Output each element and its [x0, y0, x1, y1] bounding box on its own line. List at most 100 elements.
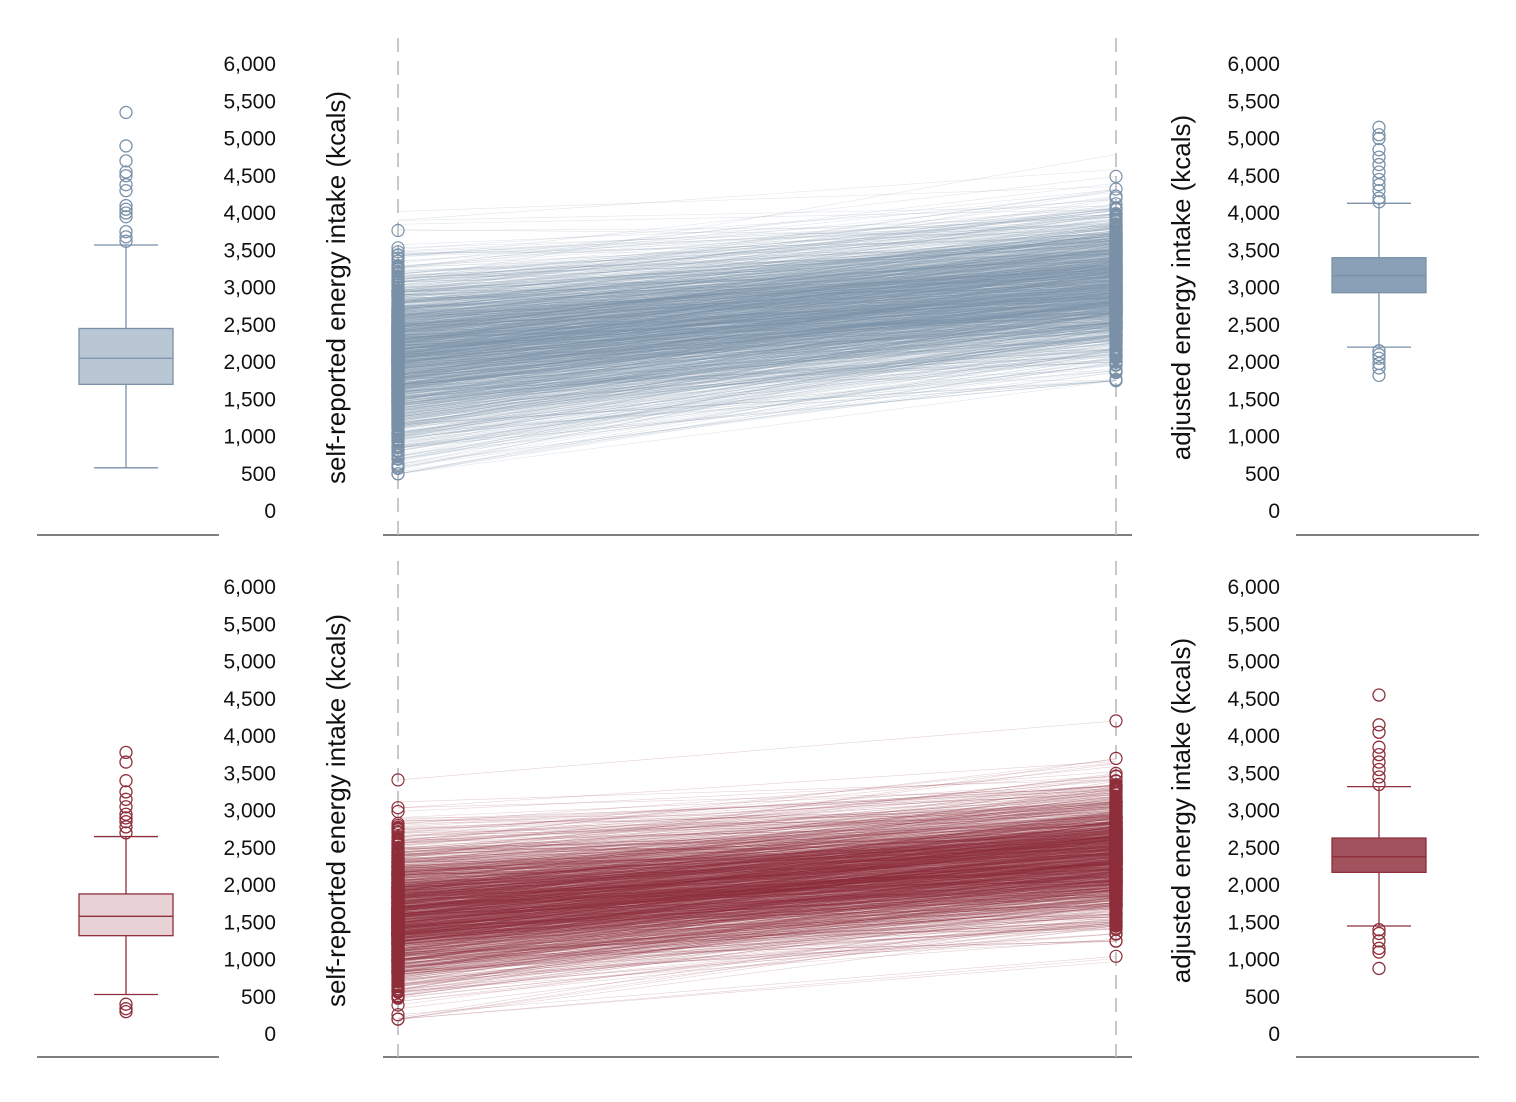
slope-line — [397, 303, 1117, 324]
slope-line — [397, 303, 1117, 419]
left-y-tick-label: 4,500 — [223, 688, 276, 711]
slope-line — [397, 326, 1117, 469]
slope-line — [397, 253, 1117, 323]
slope-line — [397, 268, 1117, 364]
slope-line — [397, 301, 1117, 379]
slope-line — [397, 280, 1117, 330]
slope-line — [397, 289, 1117, 362]
slope-line — [397, 276, 1117, 302]
slope-line — [397, 275, 1117, 345]
slope-line — [397, 286, 1117, 392]
slope-line — [397, 265, 1117, 337]
slope-line — [397, 282, 1117, 321]
slope-line — [397, 323, 1117, 410]
slope-line — [397, 292, 1117, 359]
slope-line — [397, 283, 1117, 392]
slope-line — [397, 250, 1117, 348]
slope-line — [397, 209, 1117, 328]
slope-line — [397, 243, 1117, 355]
slope-line — [397, 302, 1117, 368]
slope-line — [397, 213, 1117, 323]
slope-line — [397, 344, 1117, 448]
slope-line — [397, 244, 1117, 336]
outlier-marker — [1372, 120, 1386, 134]
slope-line — [397, 261, 1117, 364]
slope-line — [397, 281, 1117, 329]
slope-line — [397, 323, 1117, 366]
slope-line — [397, 349, 1117, 398]
slope-line — [397, 321, 1117, 403]
slope-line — [397, 322, 1117, 372]
slope-line — [397, 362, 1117, 439]
slope-line — [397, 251, 1117, 343]
slope-line — [397, 279, 1117, 361]
slope-line — [397, 257, 1117, 321]
slope-line — [397, 276, 1117, 295]
slope-line — [397, 258, 1117, 314]
slope-line — [397, 268, 1117, 316]
slope-line — [397, 287, 1117, 365]
slope-line — [397, 307, 1117, 369]
slope-line — [397, 267, 1117, 344]
slope-line — [397, 300, 1117, 350]
slope-line — [397, 268, 1117, 358]
slope-line — [397, 312, 1117, 327]
slope-line — [397, 298, 1117, 375]
slope-line — [397, 261, 1117, 394]
slope-line — [397, 214, 1117, 246]
outlier-marker — [1372, 157, 1386, 172]
slope-line — [397, 292, 1117, 397]
slope-line — [397, 210, 1117, 290]
slope-line — [397, 293, 1117, 367]
slope-line — [397, 310, 1117, 407]
slope-line — [397, 339, 1117, 442]
slope-line — [397, 296, 1117, 359]
slope-line — [397, 273, 1117, 287]
slope-line — [397, 276, 1117, 326]
slope-line — [397, 339, 1117, 411]
slope-line — [397, 266, 1117, 309]
slope-line — [397, 253, 1117, 361]
slope-line — [397, 322, 1117, 403]
slope-line — [397, 224, 1117, 283]
slope-line — [397, 295, 1117, 364]
slope-line — [397, 296, 1117, 350]
slope-line — [397, 286, 1117, 378]
slope-line — [397, 248, 1117, 322]
slope-line — [397, 270, 1117, 301]
slope-line — [397, 239, 1117, 293]
slope-line — [397, 272, 1117, 349]
slope-line — [397, 289, 1117, 374]
left-y-tick-label: 2,500 — [223, 837, 276, 860]
slope-line — [397, 352, 1117, 464]
slope-line — [397, 239, 1117, 303]
slope-line — [397, 224, 1117, 256]
left-y-tick-label: 4,000 — [223, 725, 276, 748]
slope-line — [397, 228, 1117, 321]
slope-line — [397, 358, 1117, 423]
slope-line — [397, 326, 1117, 348]
slope-line — [397, 299, 1117, 308]
slope-line — [397, 296, 1117, 299]
slope-line — [397, 229, 1117, 279]
slope-line — [397, 246, 1117, 363]
slope-line — [397, 281, 1117, 366]
left-y-tick-label: 4,000 — [223, 202, 276, 225]
slope-line — [397, 317, 1117, 385]
slope-line — [397, 213, 1117, 310]
slope-line — [397, 329, 1117, 415]
slope-line — [397, 324, 1117, 408]
slope-line — [397, 250, 1117, 357]
slope-line — [397, 235, 1117, 283]
slope-line — [397, 341, 1117, 361]
adjusted-boxplot — [1331, 120, 1427, 383]
slope-line — [397, 232, 1117, 329]
slope-line — [397, 281, 1117, 342]
slope-line — [397, 250, 1117, 344]
slope-line — [397, 287, 1117, 412]
slope-line — [397, 272, 1117, 375]
slope-line — [397, 328, 1117, 403]
slope-line — [397, 269, 1117, 343]
slope-line — [397, 279, 1117, 391]
slope-line — [397, 284, 1117, 323]
